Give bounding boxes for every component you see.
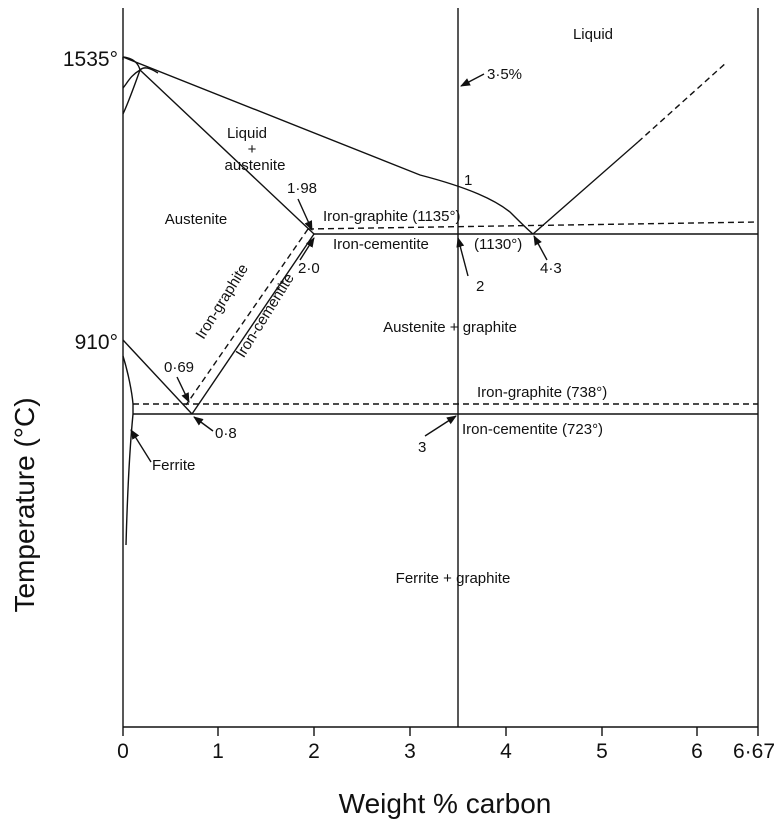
region-liquid-austenite-plus: + [248, 141, 257, 158]
y-axis-title: Temperature (°C) [9, 397, 40, 612]
label-0-8: 0·8 [215, 425, 237, 442]
liquidus-right-dashed [637, 61, 728, 143]
ferrite-boundary [122, 355, 134, 546]
delta-region-curves [122, 56, 159, 115]
x-tick-3: 3 [404, 740, 416, 763]
x-tick-2: 2 [308, 740, 320, 763]
y-tick-1535: 1535° [63, 48, 118, 71]
solidus-line [139, 69, 315, 235]
region-liquid: Liquid [573, 26, 613, 43]
label-point-1: 1 [464, 172, 472, 189]
label-iron-graphite-diagonal: Iron-graphite [192, 261, 251, 342]
label-iron-cementite-1130-a: Iron-cementite [333, 236, 429, 253]
label-0-69: 0·69 [164, 359, 194, 376]
iron-graphite-1135-line [307, 221, 759, 230]
x-tick-6-67: 6·67 [733, 740, 775, 763]
label-2-0: 2·0 [298, 260, 320, 277]
region-ferrite: Ferrite [152, 457, 195, 474]
label-iron-cementite-1130-b: (1130°) [474, 236, 522, 253]
liquidus-right-solid [532, 141, 639, 235]
acm-graphite-line [185, 228, 309, 406]
x-tick-5: 5 [596, 740, 608, 763]
x-tick-6: 6 [691, 740, 703, 763]
y-tick-910: 910° [75, 331, 118, 354]
a3-line [122, 339, 193, 415]
region-austenite: Austenite [165, 211, 228, 228]
acm-cementite-line [191, 233, 315, 415]
region-ferrite-graphite: Ferrite + graphite [396, 570, 511, 587]
region-liquid-austenite-2: austenite [225, 157, 286, 174]
x-ticks [122, 727, 759, 736]
region-austenite-graphite: Austenite + graphite [383, 319, 517, 336]
label-iron-graphite-1135: Iron-graphite (1135°) [323, 208, 460, 225]
liquidus-line [122, 56, 534, 235]
x-tick-0: 0 [117, 740, 129, 763]
label-3-5-percent: 3·5% [487, 66, 522, 83]
label-iron-cementite-723: Iron-cementite (723°) [462, 421, 603, 438]
x-tick-1: 1 [212, 740, 224, 763]
label-iron-graphite-738: Iron-graphite (738°) [477, 384, 607, 401]
label-point-3: 3 [418, 439, 426, 456]
label-1-98: 1·98 [287, 180, 317, 197]
x-axis-title: Weight % carbon [339, 788, 552, 819]
pointer-arrows [130, 73, 548, 463]
region-liquid-austenite-1: Liquid [227, 125, 267, 142]
x-tick-4: 4 [500, 740, 512, 763]
label-point-2: 2 [476, 278, 484, 295]
label-4-3: 4·3 [540, 260, 562, 277]
